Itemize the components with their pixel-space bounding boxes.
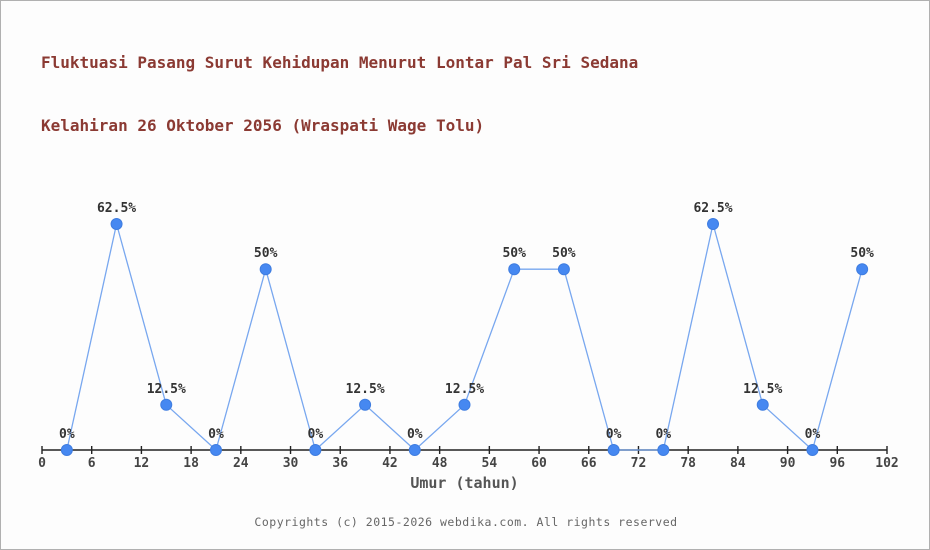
data-point-label: 12.5%	[147, 382, 186, 397]
x-axis-tick-label: 72	[631, 456, 647, 471]
x-axis-tick-label: 18	[183, 456, 199, 471]
data-point	[707, 218, 720, 230]
x-axis-tick-label: 60	[531, 456, 547, 471]
data-point-label: 0%	[606, 427, 622, 442]
data-point-label: 62.5%	[693, 201, 732, 216]
data-point	[557, 263, 570, 276]
data-point	[657, 444, 670, 456]
data-point-label: 12.5%	[743, 382, 782, 397]
data-point	[458, 398, 471, 411]
data-point-label: 12.5%	[445, 382, 484, 397]
data-point-label: 50%	[254, 246, 278, 261]
data-point	[756, 398, 769, 411]
x-axis-tick-label: 24	[233, 456, 249, 471]
data-line	[66, 223, 863, 451]
chart-title-line1: Fluktuasi Pasang Surut Kehidupan Menurut…	[41, 53, 639, 72]
data-point	[607, 444, 620, 456]
x-axis-title: Umur (tahun)	[410, 474, 518, 492]
x-axis-tick-label: 30	[283, 456, 299, 471]
data-point	[259, 263, 272, 276]
data-point	[110, 218, 123, 230]
data-point-label: 0%	[407, 427, 423, 442]
copyright-text: Copyrights (c) 2015-2026 webdika.com. Al…	[254, 515, 678, 529]
data-point	[359, 398, 372, 411]
x-axis-tick-label: 42	[382, 456, 398, 471]
data-point	[309, 444, 322, 456]
data-point-label: 0%	[655, 427, 671, 442]
data-point-label: 0%	[208, 427, 224, 442]
data-point-label: 50%	[502, 246, 526, 261]
data-point-label: 50%	[552, 246, 576, 261]
data-point-label: 50%	[850, 246, 874, 261]
data-point-label: 0%	[59, 427, 75, 442]
data-point	[856, 263, 869, 276]
chart-title-line2: Kelahiran 26 Oktober 2056 (Wraspati Wage…	[41, 116, 485, 135]
x-axis-tick-label: 78	[680, 456, 696, 471]
x-axis-tick-label: 96	[829, 456, 845, 471]
data-point	[209, 444, 222, 456]
x-axis-tick-label: 90	[780, 456, 796, 471]
data-point	[60, 444, 73, 456]
x-axis-tick-label: 66	[581, 456, 597, 471]
data-point-label: 0%	[805, 427, 821, 442]
data-point-label: 0%	[308, 427, 324, 442]
x-axis-tick-label: 48	[432, 456, 448, 471]
data-point	[160, 398, 173, 411]
x-axis-tick-label: 12	[134, 456, 150, 471]
chart-title: Fluktuasi Pasang Surut Kehidupan Menurut…	[41, 10, 638, 178]
x-axis-tick-label: 6	[88, 456, 96, 471]
data-point	[508, 263, 521, 276]
data-point-label: 62.5%	[97, 201, 136, 216]
x-axis-tick-label: 84	[730, 456, 746, 471]
data-point-label: 12.5%	[346, 382, 385, 397]
x-axis-tick-label: 54	[482, 456, 498, 471]
x-axis-tick-label: 36	[332, 456, 348, 471]
x-axis-tick-label: 102	[875, 456, 898, 471]
data-point	[408, 444, 421, 456]
x-axis-tick-label: 0	[38, 456, 46, 471]
data-point	[806, 444, 819, 456]
